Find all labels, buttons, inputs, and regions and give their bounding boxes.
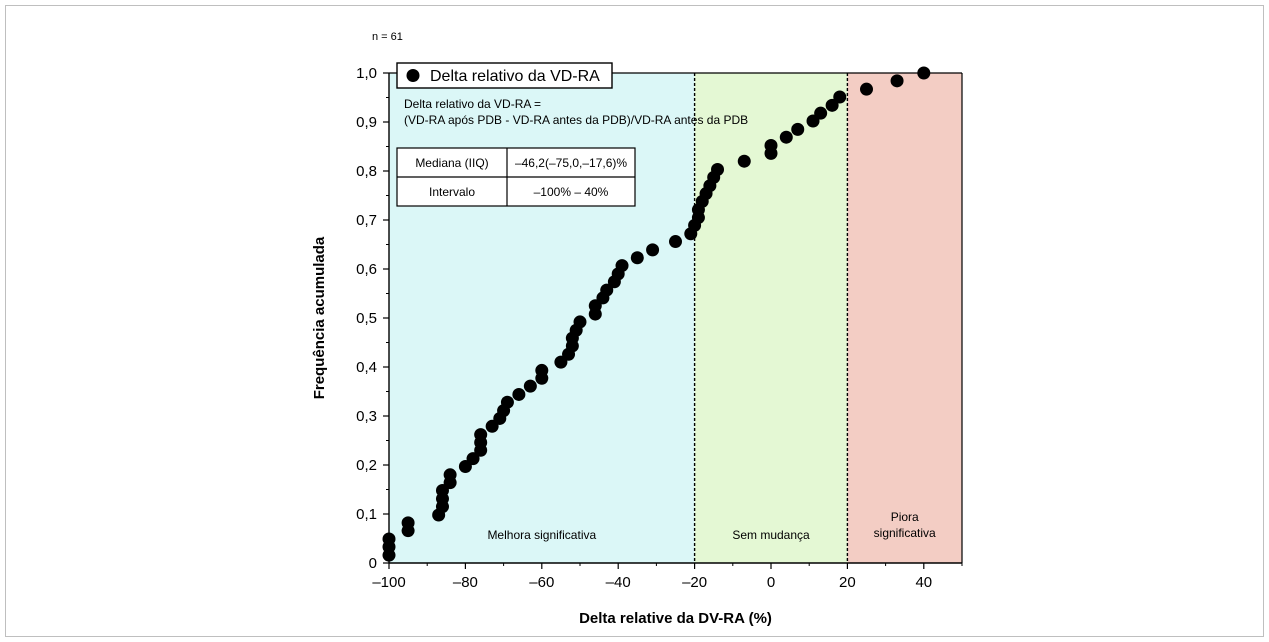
y-tick-label: 0,1: [356, 506, 377, 523]
region-label: Melhora significativa: [487, 528, 596, 542]
formula-line: (VD-RA após PDB - VD-RA antes da PDB)/VD…: [404, 113, 748, 127]
x-tick-label: –100: [372, 574, 405, 591]
region-0: [389, 73, 695, 563]
data-point: [791, 122, 805, 136]
stats-table-label: Mediana (IIQ): [415, 156, 488, 170]
data-point: [573, 315, 587, 329]
sample-size-label: n = 61: [372, 31, 403, 43]
y-tick-label: 0,5: [356, 310, 377, 327]
data-point: [814, 106, 828, 120]
y-tick-label: 0,2: [356, 457, 377, 474]
y-tick-label: 0: [369, 555, 377, 572]
data-point: [646, 243, 660, 257]
x-tick-label: –80: [453, 574, 478, 591]
data-point: [833, 90, 847, 104]
x-tick-label: 20: [839, 574, 856, 591]
data-point: [779, 130, 793, 144]
data-point: [917, 66, 931, 80]
formula-line: Delta relativo da VD-RA =: [404, 97, 541, 111]
stats-table-label: Intervalo: [429, 185, 475, 199]
region-label: Sem mudança: [732, 528, 810, 542]
y-tick-label: 0,8: [356, 163, 377, 180]
data-point: [737, 154, 751, 168]
region-2: [847, 73, 962, 563]
stats-table-value: –46,2(–75,0,–17,6)%: [515, 156, 627, 170]
x-tick-label: 0: [767, 574, 775, 591]
x-tick-label: 40: [915, 574, 932, 591]
x-axis-title: Delta relative da DV-RA (%): [579, 610, 772, 627]
data-point: [711, 163, 725, 177]
stats-table-value: –100% – 40%: [534, 185, 609, 199]
data-point: [615, 259, 629, 273]
y-tick-label: 1,0: [356, 65, 377, 82]
data-point: [535, 363, 549, 377]
y-tick-label: 0,7: [356, 212, 377, 229]
data-point: [860, 82, 873, 96]
data-point: [600, 283, 614, 297]
data-point: [825, 98, 839, 112]
y-tick-label: 0,4: [356, 359, 377, 376]
legend-label: Delta relativo da VD-RA: [430, 68, 600, 85]
y-axis-title: Frequência acumulada: [311, 236, 328, 399]
region-label: Piora: [891, 510, 919, 524]
data-point: [443, 468, 457, 482]
data-point: [466, 452, 480, 466]
legend-box: [396, 62, 613, 89]
data-point: [669, 235, 682, 249]
region-label: significativa: [874, 526, 936, 540]
y-tick-label: 0,6: [356, 261, 377, 278]
y-tick-label: 0,9: [356, 114, 377, 131]
figure-frame: [5, 5, 1264, 637]
data-point: [474, 428, 488, 442]
data-point: [890, 74, 904, 88]
data-point: [523, 379, 537, 393]
data-point: [401, 516, 415, 530]
data-point: [630, 251, 644, 265]
y-tick-label: 0,3: [356, 408, 377, 425]
x-tick-label: –60: [529, 574, 554, 591]
x-tick-label: –40: [606, 574, 631, 591]
data-point: [382, 532, 396, 546]
legend-marker: [406, 69, 420, 82]
x-tick-label: –20: [682, 574, 707, 591]
data-point: [500, 395, 514, 409]
data-point: [512, 387, 526, 401]
data-point: [764, 139, 778, 153]
